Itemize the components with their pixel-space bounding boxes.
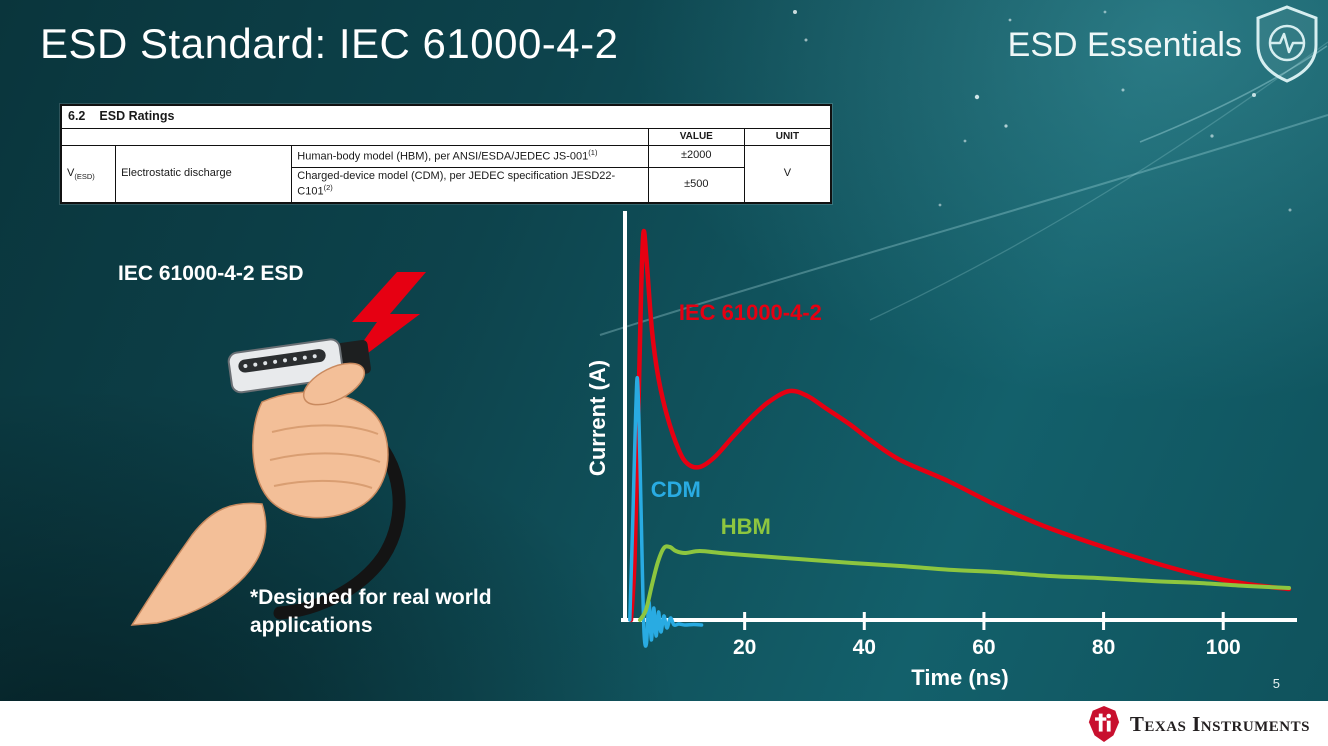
x-tick-label: 20 — [733, 636, 756, 659]
x-tick-label: 60 — [972, 636, 995, 659]
description-cell: Charged-device model (CDM), per JEDEC sp… — [291, 166, 649, 203]
value-cell: ±2000 — [647, 145, 745, 168]
slide-title: ESD Standard: IEC 61000-4-2 — [40, 20, 619, 67]
table-row-hbm: V(ESD) Electrostatic discharge Human-bod… — [60, 145, 832, 203]
page-number: 5 — [1272, 676, 1280, 691]
header-value: VALUE — [647, 127, 745, 147]
description-cell: Human-body model (HBM), per ANSI/ESDA/JE… — [291, 145, 649, 168]
ti-wordmark: Texas Instruments — [1129, 711, 1310, 736]
waveform-plot: 20 40 60 80 100 IEC 61000-4-2 CDM HBM — [621, 211, 1297, 659]
esd-ratings-table: 6.2 ESD Ratings VALUE UNIT V(ESD) Electro… — [60, 104, 832, 204]
table-section-row: 6.2 ESD Ratings — [61, 105, 831, 129]
symbol-subscript: (ESD) — [74, 171, 95, 181]
esd-waveform-chart: 20 40 60 80 100 IEC 61000-4-2 CDM HBM Current (… — [560, 205, 1300, 705]
chart-ylabel: Current (A) — [585, 359, 610, 477]
section-name: ESD Ratings — [99, 109, 175, 123]
x-tick-label: 40 — [853, 636, 876, 659]
series-iec-61000-4-2 — [628, 228, 1292, 623]
header-unit: UNIT — [743, 127, 832, 147]
hand-graphic — [130, 362, 389, 626]
chart-xlabel: Time (ns) — [911, 665, 1009, 690]
parameter-cell: Electrostatic discharge — [115, 145, 293, 203]
symbol-text: V — [67, 166, 75, 179]
symbol-cell: V(ESD) — [60, 145, 117, 203]
footnote-line-1: *Designed for real world — [250, 586, 492, 609]
brand-text: ESD Essentials — [1007, 26, 1242, 64]
star-dots — [793, 10, 1292, 212]
x-tick-label: 80 — [1092, 636, 1115, 659]
iec-esd-label: IEC 61000-4-2 ESD — [118, 262, 304, 285]
thumb-graphic — [302, 362, 366, 406]
series-label: CDM — [651, 477, 701, 502]
footnote-ref: (2) — [323, 183, 333, 193]
section-number: 6.2 — [68, 109, 86, 123]
footnote: *Designed for real world applications — [250, 584, 492, 641]
value-cell: ±500 — [647, 166, 745, 203]
texas-instruments-logo: Texas Instruments — [1087, 705, 1310, 743]
footer-bar: Texas Instruments — [0, 701, 1328, 746]
series-label: IEC 61000-4-2 — [679, 300, 822, 325]
table-row-cdm: Charged-device model (CDM), per JEDEC sp… — [62, 166, 831, 203]
pulse-line-icon — [1270, 32, 1304, 54]
series-cdm — [628, 376, 704, 648]
footnote-ref: (1) — [588, 148, 598, 158]
series-label: HBM — [721, 514, 771, 539]
header-blank-cell — [61, 127, 649, 147]
table-section-title: 6.2 ESD Ratings — [61, 105, 831, 129]
footnote-line-2: applications — [250, 614, 373, 638]
ti-bug-icon — [1088, 706, 1119, 742]
hand-holding-connector-illustration — [130, 272, 426, 626]
table-header-row: VALUE UNIT — [61, 127, 832, 147]
unit-cell: V — [743, 145, 832, 203]
esd-shield-pulse-icon — [1256, 5, 1318, 83]
series-hbm — [637, 544, 1292, 622]
cable-graphic — [273, 423, 406, 620]
x-tick-label: 100 — [1206, 636, 1241, 659]
